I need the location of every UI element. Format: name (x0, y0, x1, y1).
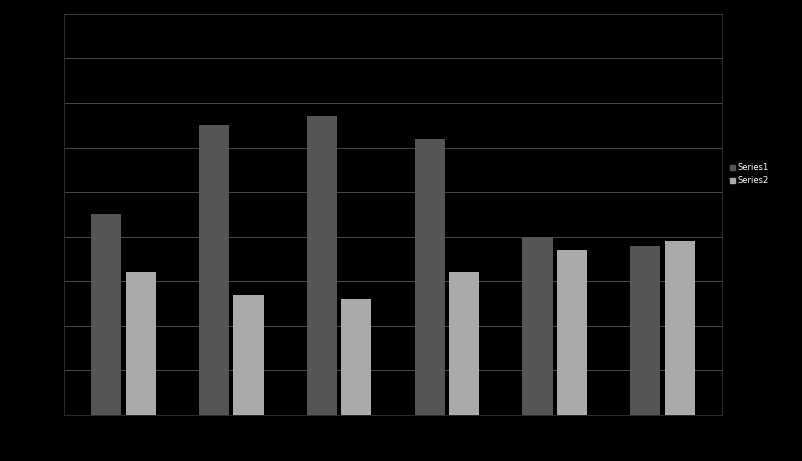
Bar (415, 139, 445, 415)
Bar (126, 272, 156, 415)
Bar (233, 295, 264, 415)
Legend: Series1, Series2: Series1, Series2 (728, 161, 770, 187)
Bar (665, 241, 695, 415)
Bar (630, 246, 660, 415)
Bar (522, 236, 553, 415)
Bar (557, 250, 587, 415)
Bar (341, 299, 371, 415)
Bar (449, 272, 480, 415)
Bar (91, 214, 121, 415)
Bar (199, 125, 229, 415)
Bar (306, 116, 337, 415)
